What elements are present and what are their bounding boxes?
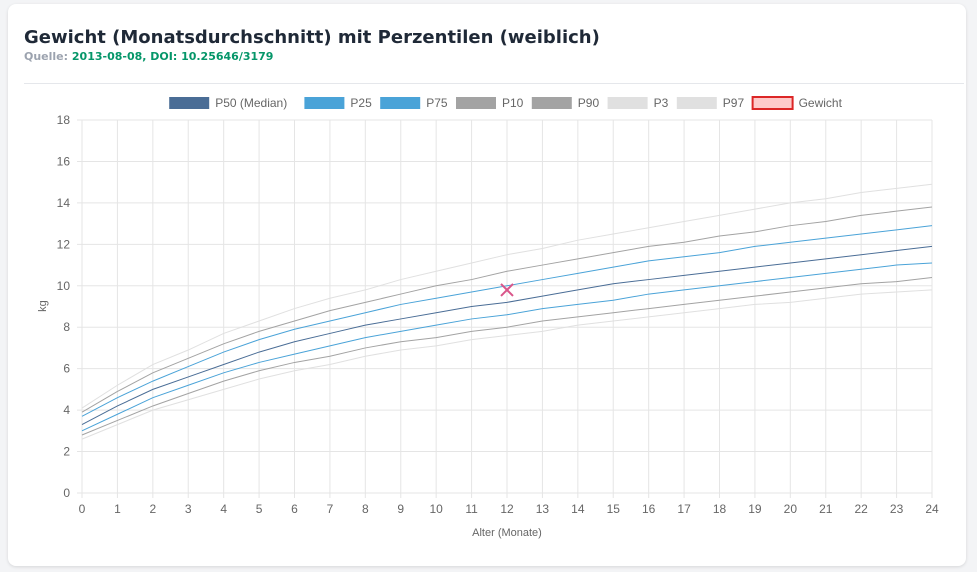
source-label: Quelle: <box>24 50 69 63</box>
legend-item[interactable]: P25 <box>304 96 372 110</box>
x-tick-label: 23 <box>890 502 904 516</box>
x-tick-label: 20 <box>784 502 798 516</box>
x-tick-label: 1 <box>114 502 121 516</box>
x-axis-label: Alter (Monate) <box>472 527 542 539</box>
series-line-p10 <box>81 276 933 436</box>
x-tick-label: 16 <box>642 502 656 516</box>
series-line-p90 <box>81 206 933 413</box>
x-tick-label: 8 <box>362 502 369 516</box>
x-tick-label: 0 <box>79 502 86 516</box>
legend-item[interactable]: P10 <box>456 96 524 110</box>
legend-swatch <box>456 97 496 109</box>
legend-item[interactable]: P3 <box>607 96 669 110</box>
source-line: Quelle: 2013-08-08, DOI: 10.25646/3179 <box>24 50 273 63</box>
header-divider <box>24 83 964 84</box>
x-tick-label: 2 <box>149 502 156 516</box>
x-tick-label: 5 <box>256 502 263 516</box>
source-value: 2013-08-08, DOI: 10.25646/3179 <box>71 50 274 63</box>
x-tick-label: 19 <box>748 502 762 516</box>
x-tick-label: 11 <box>465 502 478 516</box>
x-tick-label: 15 <box>607 502 621 516</box>
legend-item[interactable]: P50 (Median) <box>169 96 287 110</box>
x-tick-label: 10 <box>429 502 443 516</box>
axes: 0 1 2 3 4 5 6 7 8 9 10 11 12 13 14 15 16 17 18 19 20 21 22 23 24… <box>57 113 939 516</box>
x-tick-label: 7 <box>327 502 334 516</box>
series-line-p25 <box>81 262 933 432</box>
legend-label: P97 <box>723 96 745 110</box>
x-tick-label: 22 <box>854 502 868 516</box>
y-tick-label: 10 <box>57 279 71 293</box>
series-line-p3 <box>81 289 933 440</box>
x-tick-label: 21 <box>819 502 833 516</box>
legend-label: P3 <box>654 96 669 110</box>
series-lines <box>81 183 933 440</box>
y-tick-label: 0 <box>63 486 70 500</box>
series-line-p75 <box>81 225 933 417</box>
y-tick-label: 2 <box>63 445 70 459</box>
y-tick-label: 14 <box>57 196 71 210</box>
legend-label: P10 <box>502 96 524 110</box>
y-tick-label: 18 <box>57 113 71 127</box>
x-tick-label: 3 <box>185 502 192 516</box>
legend-label: P75 <box>426 96 448 110</box>
y-tick-label: 8 <box>63 320 70 334</box>
legend-label: P50 (Median) <box>215 96 287 110</box>
legend-label: P25 <box>350 96 372 110</box>
x-tick-label: 4 <box>220 502 227 516</box>
legend-swatch <box>380 97 421 109</box>
point-marker-stroke <box>500 283 514 297</box>
legend-label: P90 <box>578 96 600 110</box>
legend-swatch <box>751 96 794 110</box>
x-tick-label: 9 <box>397 502 404 516</box>
x-tick-label: 12 <box>500 502 514 516</box>
legend-label: Gewicht <box>799 96 843 110</box>
point-marker <box>500 283 514 297</box>
y-tick-label: 6 <box>63 362 70 376</box>
x-tick-label: 13 <box>536 502 550 516</box>
legend-swatch <box>531 97 572 109</box>
data-points <box>500 283 514 297</box>
y-tick-label: 4 <box>63 403 70 417</box>
series-line-p50-median <box>81 245 933 426</box>
legend-swatch <box>676 97 717 109</box>
series-line-p97 <box>81 183 933 409</box>
y-tick-label: 12 <box>57 237 71 251</box>
x-tick-label: 17 <box>677 502 691 516</box>
chart-title: Gewicht (Monatsdurchschnitt) mit Perzent… <box>24 27 600 48</box>
x-tick-label: 24 <box>925 502 939 516</box>
legend-swatch <box>169 97 210 109</box>
legend-item[interactable]: P90 <box>531 96 600 110</box>
y-tick-label: 16 <box>57 154 71 168</box>
y-axis-label: kg <box>37 300 49 312</box>
legend-swatch <box>304 97 345 109</box>
x-tick-label: 14 <box>571 502 585 516</box>
grid <box>77 119 933 498</box>
legend: P50 (Median) P25 P75 P10 P90 P3 P97 Gewicht <box>169 96 843 110</box>
legend-item[interactable]: Gewicht <box>751 96 843 110</box>
x-tick-label: 18 <box>713 502 727 516</box>
legend-item[interactable]: P75 <box>380 96 448 110</box>
legend-swatch <box>607 97 648 109</box>
legend-item[interactable]: P97 <box>676 96 745 110</box>
x-tick-label: 6 <box>291 502 298 516</box>
